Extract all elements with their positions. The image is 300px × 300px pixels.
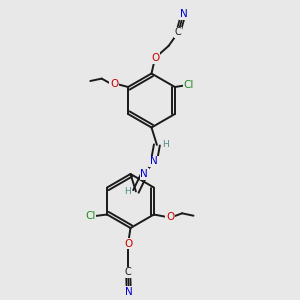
Text: Cl: Cl	[85, 211, 95, 221]
Text: H: H	[124, 188, 131, 196]
Text: O: O	[124, 238, 132, 249]
Text: N: N	[140, 169, 148, 179]
Text: O: O	[166, 212, 174, 222]
Text: O: O	[110, 79, 118, 89]
Text: C: C	[175, 27, 181, 38]
Text: N: N	[180, 9, 188, 19]
Text: C: C	[125, 267, 131, 278]
Text: Cl: Cl	[184, 80, 194, 91]
Text: N: N	[125, 286, 133, 297]
Text: N: N	[150, 156, 158, 167]
Text: O: O	[151, 53, 159, 63]
Text: H: H	[162, 140, 169, 149]
